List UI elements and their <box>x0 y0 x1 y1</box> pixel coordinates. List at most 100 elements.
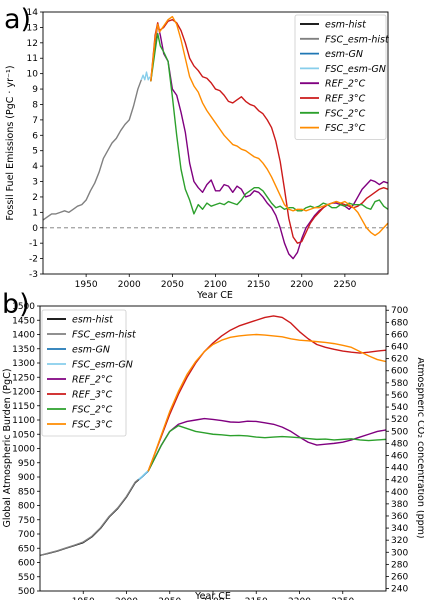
y-tick-label: 14 <box>27 8 39 18</box>
series-line-ref-3-c <box>147 315 387 472</box>
right-y-tick-label: 340 <box>391 524 408 534</box>
right-y-tick-label: 320 <box>391 536 408 546</box>
y-tick-label: 700 <box>18 530 35 540</box>
right-y-tick-label: 640 <box>391 343 408 353</box>
right-y-tick-label: 580 <box>391 379 408 389</box>
y-tick-label: 1150 <box>12 402 35 412</box>
y-tick-label: 600 <box>18 559 35 569</box>
x-tick-label: 2100 <box>202 597 225 600</box>
right-y-tick-label: 680 <box>391 318 408 328</box>
y-tick-label: 1500 <box>12 302 35 312</box>
y-tick-label: 850 <box>18 487 35 497</box>
y-tick-label: 950 <box>18 459 35 469</box>
x-tick-label: 2200 <box>290 280 313 290</box>
y-tick-label: 1100 <box>12 416 35 426</box>
right-y-tick-label: 460 <box>391 451 408 461</box>
y-tick-label: 1200 <box>12 388 35 398</box>
y-tick-label: 0 <box>32 224 38 234</box>
y-tick-label: 500 <box>18 587 35 597</box>
right-y-tick-label: 300 <box>391 548 408 558</box>
y-tick-label: 9 <box>32 85 38 95</box>
legend-frame <box>294 14 387 140</box>
y-tick-label: 650 <box>18 544 35 554</box>
series-line-ref-3-c <box>150 19 389 244</box>
y-tick-label: 900 <box>18 473 35 483</box>
x-tick-label: 2200 <box>288 597 311 600</box>
series-line-fsc-esm-gn <box>140 71 151 81</box>
y-tick-label: 1400 <box>12 331 35 341</box>
y-tick-label: 11 <box>27 54 38 64</box>
x-tick-label: 2100 <box>204 280 227 290</box>
x-tick-label: 2250 <box>331 597 354 600</box>
panel-b-right-y-ticks: 240 260 280 300 320 340 360 380 400 420 440 460 480 5… <box>386 306 408 595</box>
x-tick-label: 2000 <box>118 280 141 290</box>
right-y-tick-label: 500 <box>391 427 408 437</box>
series-line-ref-2-c <box>150 23 389 260</box>
legend-label-fsc-3-c: FSC_3°C <box>325 123 366 134</box>
panel-b-x-axis-label: Year CE <box>194 591 231 600</box>
right-y-tick-label: 540 <box>391 403 408 413</box>
panel-b-y-axis-label: Global Atmospheric Burden (PgC) <box>2 368 13 527</box>
y-tick-label: 1300 <box>12 359 35 369</box>
panel-b-legend: esm-hist FSC_esm-hist esm-GN FSC_esm-GN REF_… <box>41 309 137 437</box>
right-y-tick-label: 620 <box>391 355 408 365</box>
y-tick-label: 10 <box>27 70 39 80</box>
panel-b-y-ticks: 500 550 600 650 700 750 800 850 900 950 1000 1050 11… <box>12 302 40 597</box>
y-tick-label: 1350 <box>12 345 35 355</box>
panel-b-chart: 500 550 600 650 700 750 800 850 900 950 1000 1050 11… <box>2 302 424 600</box>
series-line-fsc-esm-hist <box>39 478 140 557</box>
y-tick-label: 4 <box>32 162 38 172</box>
legend-label-esm-gn: esm-GN <box>325 49 363 60</box>
y-tick-label: 13 <box>27 23 38 33</box>
y-tick-label: 1450 <box>12 316 35 326</box>
x-tick-label: 2250 <box>333 280 356 290</box>
right-y-tick-label: 280 <box>391 560 408 570</box>
series-line-fsc-3-c <box>147 333 387 472</box>
right-y-tick-label: 400 <box>391 488 408 498</box>
panel-a-y-axis-label: Fossil Fuel Emissions (PgC · yr⁻¹) <box>5 65 16 220</box>
right-y-tick-label: 520 <box>391 415 408 425</box>
y-tick-label: 12 <box>27 39 38 49</box>
y-tick-label: 3 <box>32 178 38 188</box>
series-line-fsc-2-c <box>147 425 387 472</box>
y-tick-label: 1 <box>32 208 38 218</box>
right-y-tick-label: 380 <box>391 500 408 510</box>
y-tick-label: -1 <box>29 239 38 249</box>
right-y-tick-label: 240 <box>391 585 408 595</box>
y-tick-label: 7 <box>32 116 38 126</box>
right-y-tick-label: 560 <box>391 391 408 401</box>
series-line-ref-2-c <box>147 417 387 472</box>
legend-label-esm-hist: esm-hist <box>325 20 367 31</box>
y-tick-label: 1000 <box>12 445 35 455</box>
right-y-tick-label: 600 <box>391 367 408 377</box>
panel-b-x-ticks: 1950 2000 2050 2100 2150 2200 2250 <box>72 591 354 600</box>
legend-label-ref-2-c: REF_2°C <box>72 375 113 386</box>
panel-b-right-y-axis-label: Atmospheric CO₂ concentration (ppm) <box>415 357 424 538</box>
y-tick-label: 6 <box>32 131 38 141</box>
legend-label-fsc-esm-gn: FSC_esm-GN <box>72 360 133 371</box>
series-line-fsc-esm-gn <box>138 470 149 480</box>
legend-label-esm-hist: esm-hist <box>72 315 114 326</box>
right-y-tick-label: 660 <box>391 330 408 340</box>
legend-label-ref-3-c: REF_3°C <box>72 390 113 401</box>
x-tick-label: 1950 <box>75 280 98 290</box>
y-tick-label: 750 <box>18 516 35 526</box>
legend-label-fsc-esm-hist: FSC_esm-hist <box>72 330 137 341</box>
series-line-fsc-esm-hist <box>42 79 142 221</box>
panel-b-series <box>39 315 387 557</box>
legend-label-fsc-esm-gn: FSC_esm-GN <box>325 64 386 75</box>
x-tick-label: 2000 <box>115 597 138 600</box>
legend-label-ref-3-c: REF_3°C <box>325 94 366 105</box>
y-tick-label: 550 <box>18 573 35 583</box>
series-line-fsc-3-c <box>150 15 389 237</box>
panel-a-label: a) <box>4 4 31 35</box>
legend-label-fsc-esm-hist: FSC_esm-hist <box>325 34 390 45</box>
legend-label-esm-gn: esm-GN <box>72 345 110 356</box>
panel-a-legend: esm-hist FSC_esm-hist esm-GN FSC_esm-GN REF_… <box>294 14 390 140</box>
legend-label-ref-2-c: REF_2°C <box>325 79 366 90</box>
right-y-tick-label: 420 <box>391 476 408 486</box>
right-y-tick-label: 360 <box>391 512 408 522</box>
x-tick-label: 2150 <box>247 280 270 290</box>
